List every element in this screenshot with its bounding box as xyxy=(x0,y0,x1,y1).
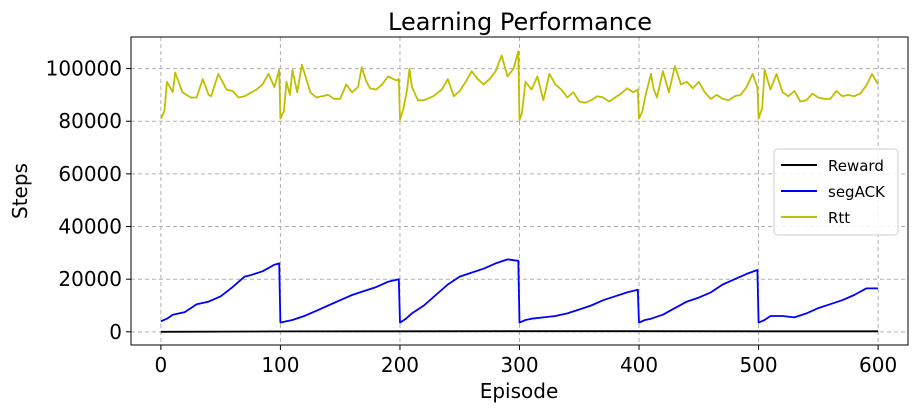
x-tick-label-0: 0 xyxy=(155,353,168,377)
y-axis-label: Steps xyxy=(8,163,32,219)
y-tick-label-5: 100000 xyxy=(46,57,122,81)
y-tick-label-4: 80000 xyxy=(58,109,122,133)
y-tick-label-1: 20000 xyxy=(58,267,122,291)
legend: Reward segACK Rtt xyxy=(773,148,899,236)
x-tick-label-2: 200 xyxy=(381,353,419,377)
x-tick-label-1: 100 xyxy=(261,353,299,377)
series-line-reward xyxy=(160,330,879,333)
series-line-segack xyxy=(160,258,879,324)
y-tick-label-0: 0 xyxy=(109,320,122,344)
x-tick-label-4: 400 xyxy=(620,353,658,377)
x-axis-label: Episode xyxy=(480,379,559,403)
legend-label-segack: segACK xyxy=(828,183,886,201)
x-tick-label-6: 600 xyxy=(859,353,897,377)
legend-label-rtt: Rtt xyxy=(828,209,850,227)
y-tick-label-2: 40000 xyxy=(58,215,122,239)
x-tick-label-3: 300 xyxy=(500,353,538,377)
series-line-rtt xyxy=(160,50,879,121)
x-tick-label-5: 500 xyxy=(739,353,777,377)
legend-label-reward: Reward xyxy=(828,157,884,175)
legend-box xyxy=(773,148,899,236)
y-tick-label-3: 60000 xyxy=(58,162,122,186)
series-layer xyxy=(160,50,879,333)
ticks: 0 100 200 300 400 500 600 0 20000 40000 60000 80000… xyxy=(46,57,898,377)
chart-title: Learning Performance xyxy=(388,8,652,36)
